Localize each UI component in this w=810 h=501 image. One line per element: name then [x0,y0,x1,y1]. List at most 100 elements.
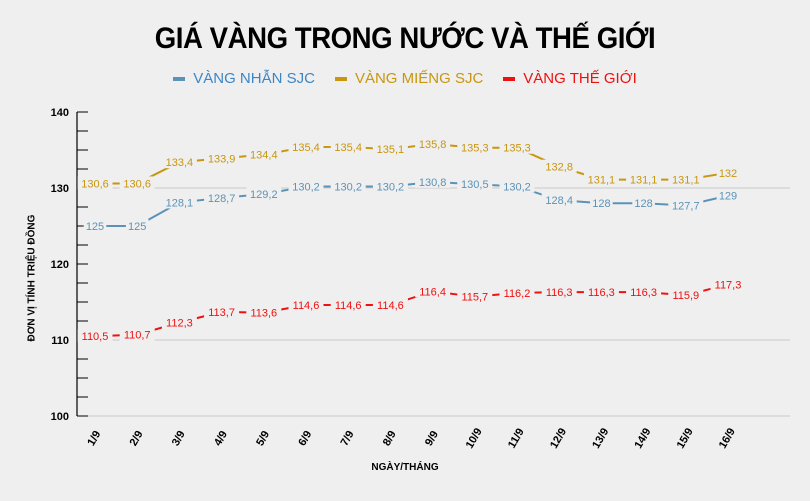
data-label: 130,6 [123,178,151,190]
data-label: 130,2 [292,181,320,193]
data-label-bg [119,327,155,341]
data-label: 135,8 [419,139,447,151]
data-label: 128,1 [166,197,194,209]
data-label: 112,3 [166,318,193,330]
data-label: 114,6 [293,300,320,312]
data-label-bg [161,195,197,209]
data-label: 114,6 [335,300,362,312]
data-label-bg [119,176,155,190]
data-label: 131,1 [588,175,616,187]
data-label: 127,7 [672,200,700,212]
data-label: 131,1 [672,175,700,187]
data-label: 116,2 [504,288,531,300]
data-label: 133,9 [208,153,236,165]
data-label-bg [330,179,366,193]
legend-swatch-icon [334,76,347,81]
data-label: 130,6 [81,178,109,190]
data-label-bg [668,172,704,186]
legend-item-vang-the-gioi[interactable]: VÀNG THẾ GIỚI [503,70,637,87]
data-label-bg [246,187,282,201]
data-label-bg [583,172,619,186]
data-label-bg [161,315,197,329]
data-label-bg [716,188,740,202]
x-tick-label: 14/9 [632,426,653,451]
data-label: 125 [86,221,104,233]
data-label: 130,5 [461,179,489,191]
data-label-bg [246,305,282,319]
data-label-bg [457,140,493,154]
legend-item-vang-nhan[interactable]: VÀNG NHẪN SJC [173,70,315,87]
data-label: 130,8 [419,177,447,189]
x-tick-label: 16/9 [717,426,738,451]
data-label-bg [499,140,535,154]
data-label: 128 [634,198,652,210]
data-label-bg [77,329,113,343]
data-label: 115,9 [672,290,699,302]
data-label-bg [499,285,535,299]
data-label: 117,3 [715,280,742,292]
data-label: 130,2 [503,181,531,193]
data-label-bg [288,139,324,153]
data-label-bg [415,136,451,150]
data-label-bg [330,139,366,153]
y-tick-label: 110 [51,335,69,347]
legend-label: VÀNG NHẪN SJC [193,70,315,87]
legend-label: VÀNG THẾ GIỚI [523,70,637,87]
data-label: 135,3 [503,143,531,155]
data-label-bg [668,288,704,302]
data-label: 116,3 [588,287,615,299]
data-label-bg [204,304,240,318]
data-label-bg [415,284,451,298]
data-label-bg [204,190,240,204]
data-label-bg [161,155,197,169]
data-label: 113,7 [208,307,235,319]
data-label-bg [626,285,662,299]
data-label: 132,8 [545,162,573,174]
data-label-bg [632,196,655,210]
x-tick-label: 3/9 [170,429,188,448]
data-label-bg [330,298,366,312]
data-label: 115,7 [461,292,488,304]
data-label-bg [499,179,535,193]
data-label-bg [288,298,324,312]
data-label: 128 [592,198,610,210]
data-label-bg [710,277,746,291]
data-label-bg [583,285,619,299]
series-line [94,283,729,338]
data-label: 128,4 [545,195,573,207]
x-tick-label: 8/9 [381,429,399,448]
legend-swatch-icon [173,76,186,81]
data-label: 116,4 [419,286,446,298]
data-label-bg [246,147,282,161]
x-tick-label: 1/9 [85,429,103,448]
data-label: 113,6 [250,308,277,320]
data-label-bg [626,172,662,186]
legend-label: VÀNG MIẾNG SJC [354,70,484,87]
data-label: 116,3 [546,287,573,299]
data-label: 110,5 [82,331,109,343]
data-label-bg [83,219,107,232]
data-label: 135,1 [377,144,405,156]
data-label-bg [372,179,408,193]
x-tick-label: 12/9 [548,426,569,451]
data-label: 134,4 [250,150,278,162]
legend-item-vang-mieng[interactable]: VÀNG MIẾNG SJC [334,70,484,87]
data-label-bg [716,165,740,179]
data-label: 132 [719,168,737,180]
data-label: 130,2 [377,181,405,193]
data-label: 133,4 [166,157,194,169]
data-label-bg [541,285,577,299]
x-tick-label: 4/9 [212,429,230,448]
data-label-bg [590,196,613,210]
y-tick-label: 100 [51,411,69,423]
x-tick-label: 6/9 [296,429,314,448]
legend: VÀNG NHẪN SJC VÀNG MIẾNG SJC VÀNG THẾ GI… [0,70,810,87]
x-tick-label: 2/9 [128,429,146,448]
series-line [95,142,729,185]
data-label-bg [288,179,324,193]
data-label: 130,2 [334,181,362,193]
data-label: 135,4 [334,142,362,154]
data-label-bg [204,151,240,165]
data-label-bg [372,298,408,312]
